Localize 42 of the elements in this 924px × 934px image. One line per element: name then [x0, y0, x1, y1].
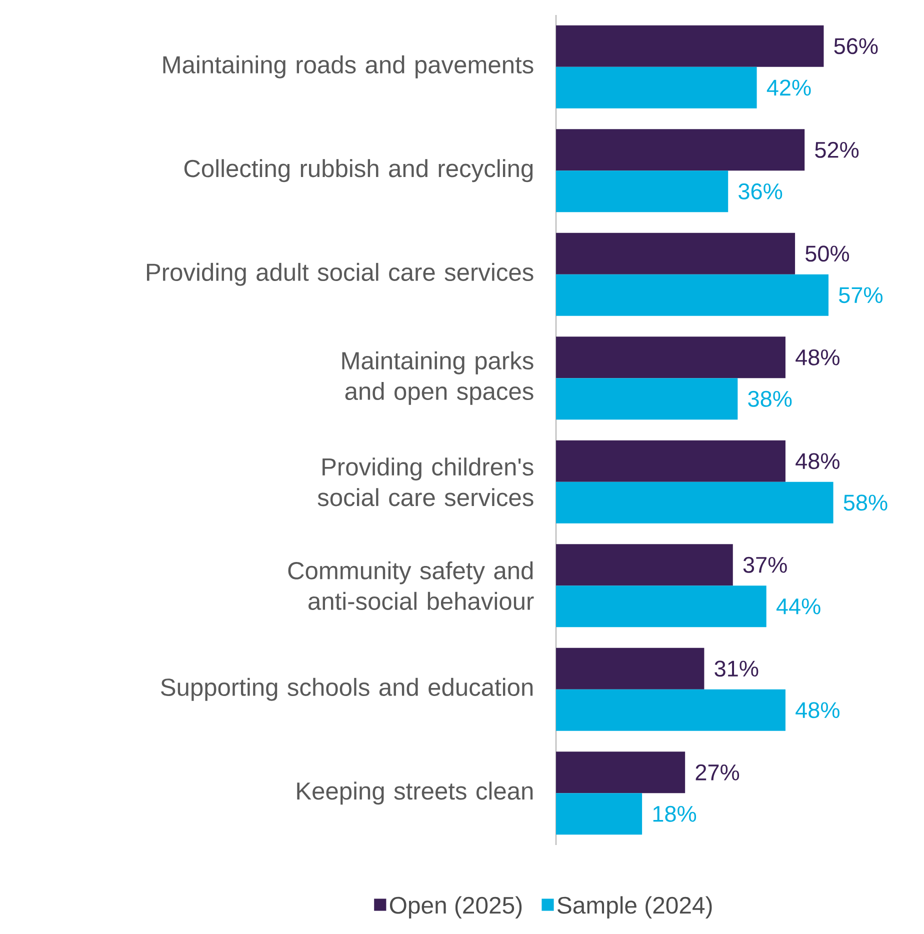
data-label: 18%	[653, 806, 696, 822]
bar	[556, 66, 757, 108]
legend-label: Open (2025)	[390, 896, 522, 919]
bar	[556, 378, 738, 420]
data-label: 42%	[766, 80, 811, 96]
data-label: 52%	[815, 142, 859, 158]
data-label: 36%	[738, 183, 782, 200]
bar	[556, 232, 796, 274]
bar	[556, 752, 686, 794]
data-label: 50%	[806, 246, 850, 262]
bar	[556, 170, 728, 212]
y-tick-label: Supporting schools and education	[161, 678, 533, 701]
y-tick-label: Maintaining parks and open spaces	[342, 351, 534, 405]
data-label: 31%	[714, 660, 758, 677]
data-label: 48%	[796, 349, 840, 366]
data-label: 37%	[743, 556, 787, 573]
bar	[556, 586, 766, 628]
y-tick-label: Providing children's social care services	[318, 458, 534, 506]
y-tick-label: Providing adult social care services	[146, 262, 534, 286]
legend-label: Sample (2024)	[558, 896, 712, 919]
data-label: 48%	[796, 453, 840, 470]
data-label: 44%	[776, 598, 820, 614]
y-tick-label: Collecting rubbish and recycling	[184, 159, 533, 182]
data-label: 57%	[838, 287, 882, 304]
bar	[556, 689, 786, 731]
bar	[556, 440, 786, 482]
data-label: 48%	[796, 702, 840, 718]
data-label: 58%	[844, 494, 888, 511]
data-label: 56%	[834, 38, 878, 54]
bar	[556, 648, 704, 690]
bar	[556, 482, 834, 524]
y-tick-label: Keeping streets clean	[297, 782, 533, 805]
data-label: 27%	[696, 764, 740, 780]
bar	[556, 274, 828, 316]
bar	[556, 544, 733, 586]
y-tick-label: Maintaining roads and pavements	[163, 55, 534, 78]
bar	[556, 129, 805, 171]
y-tick-label: Community safety and anti-social behaviour	[288, 561, 534, 610]
bar	[556, 25, 824, 67]
bar	[556, 793, 642, 835]
data-label: 38%	[748, 390, 792, 407]
bar	[556, 336, 786, 378]
